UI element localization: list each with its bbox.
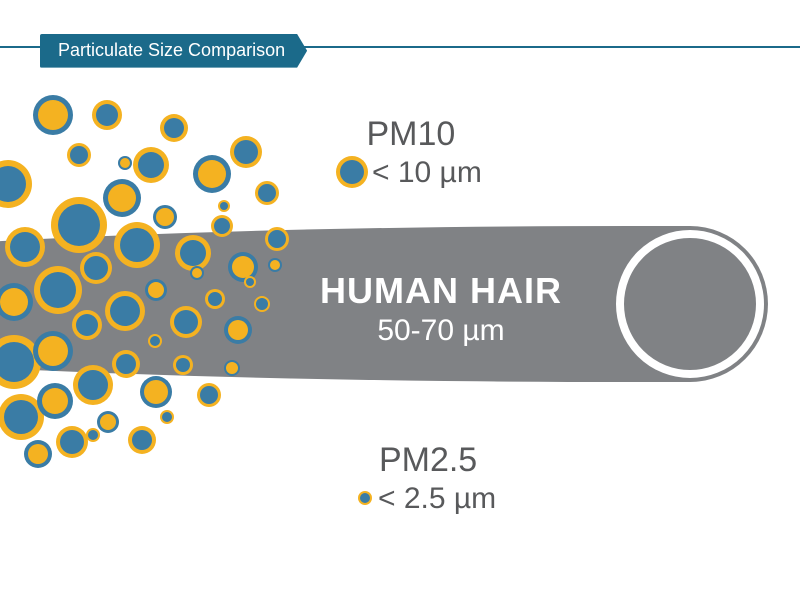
particle (198, 160, 226, 188)
particle (176, 358, 190, 372)
particle (138, 152, 164, 178)
particle (38, 336, 68, 366)
particle (234, 140, 258, 164)
particle (88, 430, 98, 440)
particle (70, 146, 88, 164)
particle (156, 208, 174, 226)
particle (150, 336, 160, 346)
particle (200, 386, 218, 404)
pm10-marker-icon (340, 160, 364, 184)
particle (0, 166, 26, 202)
particle (232, 256, 254, 278)
particle (226, 362, 238, 374)
particle (268, 230, 286, 248)
particle (76, 314, 98, 336)
pm25-size-text: < 2.5 µm (378, 482, 496, 515)
pm10-label: PM10 < 10 µm (340, 116, 482, 191)
hair-size-text: 50-70 µm (320, 314, 562, 348)
particle (220, 202, 228, 210)
particle (144, 380, 168, 404)
particle (120, 228, 154, 262)
particle (228, 320, 248, 340)
pm25-name: PM2.5 (360, 442, 496, 479)
particle (108, 184, 136, 212)
particle (78, 370, 108, 400)
particle (256, 298, 268, 310)
particle (162, 412, 172, 422)
pm25-label: PM2.5 < 2.5 µm (360, 442, 496, 517)
particle (96, 104, 118, 126)
pm25-size-row: < 2.5 µm (360, 481, 496, 517)
particle (58, 204, 100, 246)
particle (110, 296, 140, 326)
particle (84, 256, 108, 280)
particle (116, 354, 136, 374)
particle (4, 400, 38, 434)
particle (148, 282, 164, 298)
particle (208, 292, 222, 306)
particle (10, 232, 40, 262)
particle (132, 430, 152, 450)
pm10-size-row: < 10 µm (340, 155, 482, 191)
particle (164, 118, 184, 138)
pm10-size-text: < 10 µm (372, 156, 482, 189)
particle (100, 414, 116, 430)
particle (120, 158, 130, 168)
title-badge: Particulate Size Comparison (40, 34, 307, 68)
pm25-marker-icon (360, 493, 370, 503)
particle (40, 272, 76, 308)
particle (38, 100, 68, 130)
hair-label: HUMAN HAIR 50-70 µm (320, 270, 562, 348)
particle (246, 278, 254, 286)
hair-main-text: HUMAN HAIR (320, 270, 562, 312)
particle (0, 288, 28, 316)
particle (192, 268, 202, 278)
particle (214, 218, 230, 234)
particle (258, 184, 276, 202)
pm10-name: PM10 (340, 116, 482, 153)
particle (28, 444, 48, 464)
particle (42, 388, 68, 414)
particle (174, 310, 198, 334)
particle (60, 430, 84, 454)
title-text: Particulate Size Comparison (58, 40, 285, 60)
particle (270, 260, 280, 270)
particle (180, 240, 206, 266)
